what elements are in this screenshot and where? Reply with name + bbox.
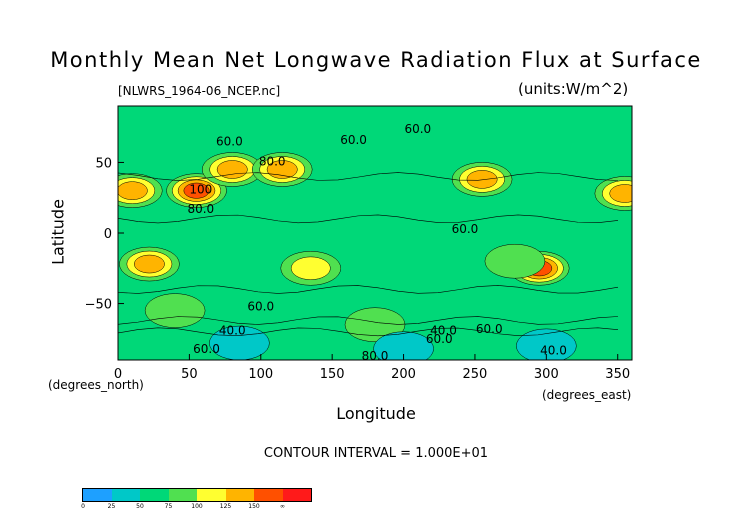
- x-tick-label: 300: [534, 367, 559, 382]
- colorbar-tick-label: 50: [136, 503, 144, 510]
- heat-region: [373, 331, 434, 360]
- contour-label: 60.0: [452, 222, 479, 236]
- contour-line: [118, 214, 619, 224]
- heat-region: [266, 160, 298, 179]
- heat-region: [290, 256, 331, 280]
- colorbar-swatch: [225, 489, 254, 501]
- heat-region: [344, 307, 406, 342]
- heatmap-fields: [118, 152, 632, 360]
- x-tick-label: 100: [248, 367, 273, 382]
- x-tick-label: 350: [605, 367, 630, 382]
- colorbar-tick-label: 100: [191, 503, 203, 510]
- contour-label: 40.0: [430, 324, 457, 338]
- x-tick-label: 150: [320, 367, 345, 382]
- heat-region: [183, 182, 210, 199]
- contour-line: [118, 316, 619, 325]
- heat-region: [216, 160, 248, 179]
- contour-label: 60.0: [247, 300, 274, 314]
- contour-line: [118, 172, 619, 181]
- colorbar-tick-label: ∞: [280, 503, 285, 510]
- colorbar-swatch: [168, 489, 197, 501]
- y-tick-label: −50: [85, 298, 112, 313]
- colorbar-tick-label: 150: [248, 503, 260, 510]
- contour-label: 40.0: [219, 324, 246, 338]
- contour-label: 60.0: [340, 133, 367, 147]
- colorbar: [82, 488, 312, 502]
- contour-label: 60.0: [426, 332, 453, 346]
- contour-lines: [118, 172, 619, 337]
- colorbar-tick-label: 25: [107, 503, 116, 510]
- colorbar-tick-label: 125: [219, 503, 232, 510]
- heat-region: [516, 328, 577, 360]
- contour-label: 60.0: [193, 342, 220, 356]
- colorbar-tick-label: 0: [81, 503, 85, 510]
- contour-label: 80.0: [259, 154, 286, 168]
- heat-region: [209, 325, 270, 360]
- contour-label: 80.0: [362, 349, 389, 363]
- contour-line: [118, 285, 619, 294]
- colorbar-swatch: [282, 489, 311, 501]
- x-tick-label: 250: [463, 367, 488, 382]
- x-tick-label: 50: [181, 367, 198, 382]
- contour-interval-label: CONTOUR INTERVAL = 1.000E+01: [263, 446, 489, 461]
- colorbar-swatch: [254, 489, 283, 501]
- file-name-label: [NLWRS_1964-06_NCEP.nc]: [118, 84, 281, 98]
- y-tick-label: 0: [104, 227, 112, 242]
- contour-label: 100: [189, 182, 212, 196]
- y-axis-ticks: 50 0 −50: [85, 156, 124, 313]
- x-tick-label: 200: [391, 367, 416, 382]
- contour-label: 60.0: [476, 322, 503, 336]
- x-axis-ticks: 0 50 100 150 200 250 300 350: [114, 354, 630, 382]
- x-tick-label: 0: [114, 367, 122, 382]
- heat-region: [609, 184, 632, 203]
- x-axis-unit: (degrees_east): [542, 388, 632, 402]
- heat-region: [118, 181, 148, 200]
- x-axis-label: Longitude: [336, 404, 416, 423]
- colorbar-swatch: [197, 489, 226, 501]
- y-axis-unit: (degrees_north): [48, 378, 144, 392]
- chart-title: Monthly Mean Net Longwave Radiation Flux…: [50, 48, 702, 72]
- contour-label: 60.0: [216, 135, 243, 149]
- heat-region: [484, 243, 546, 279]
- colorbar-swatch: [140, 489, 169, 501]
- colorbar-tick-label: 75: [164, 503, 173, 510]
- y-tick-label: 50: [95, 156, 112, 171]
- heat-region: [144, 293, 206, 328]
- contour-label: 60.0: [404, 122, 431, 136]
- contour-label: 80.0: [187, 202, 214, 216]
- heat-region: [466, 170, 498, 189]
- colorbar-swatch: [83, 489, 112, 501]
- contour-label: 40.0: [540, 343, 567, 357]
- colorbar-swatch: [111, 489, 140, 501]
- contour-line: [118, 327, 619, 337]
- units-label: (units:W/m^2): [518, 80, 629, 98]
- heat-region: [134, 254, 165, 274]
